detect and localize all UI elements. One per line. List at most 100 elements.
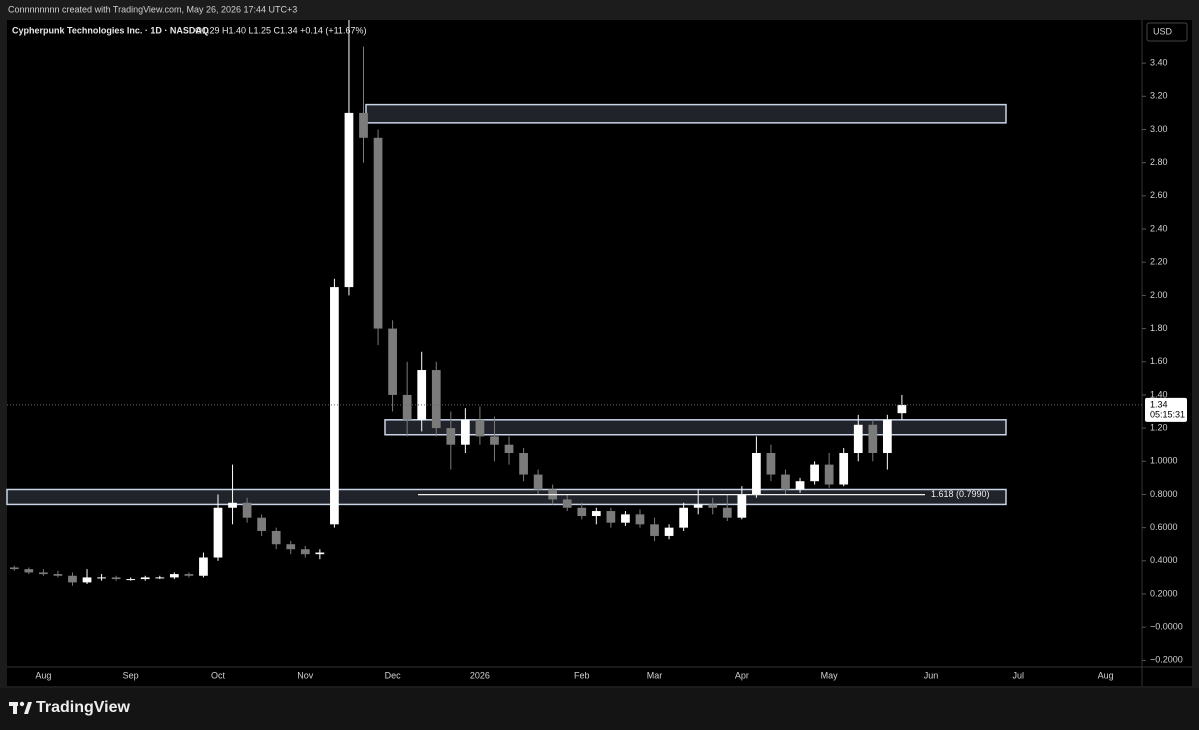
candle-body (228, 502, 237, 508)
candle-body (140, 577, 150, 580)
candle-body (853, 424, 863, 453)
last-price-box (1145, 397, 1187, 422)
y-tick-label: −0.2000 (1150, 655, 1183, 665)
currency[interactable]: USD (1153, 26, 1173, 36)
y-tick-label: 3.40 (1150, 58, 1168, 68)
x-tick-label: Aug (1098, 670, 1114, 680)
candle-body (897, 404, 907, 414)
candle-body (169, 574, 179, 578)
y-tick-label: 2.40 (1150, 223, 1168, 233)
candle-body (24, 569, 34, 573)
candle-body (766, 452, 776, 475)
candle-body (606, 511, 616, 523)
logo (9, 701, 32, 714)
ohlc: O1.29 H1.40 L1.25 C1.34 +0.14 (+11.67%) (195, 25, 366, 35)
candle-body (839, 452, 849, 485)
watermark: Connnnnnnn created with TradingView.com,… (8, 4, 297, 14)
y-tick-label: 1.80 (1150, 323, 1168, 333)
candle-body (635, 514, 645, 525)
y-tick-label: 1.60 (1150, 356, 1168, 366)
candle-body (402, 394, 412, 420)
countdown: 05:15:31 (1150, 409, 1185, 419)
candle-body (621, 514, 630, 523)
logo-mark (13, 702, 17, 714)
candle-body (126, 579, 136, 581)
candle-body (868, 424, 878, 453)
x-tick-label: Aug (35, 670, 51, 680)
candle-body (708, 504, 718, 508)
candle-body (490, 436, 499, 445)
brand: TradingView (36, 699, 131, 716)
x-tick-label: Jun (924, 670, 939, 680)
y-tick-label: 0.8000 (1150, 489, 1178, 499)
candle-body (257, 517, 267, 531)
y-tick-label: 0.2000 (1150, 588, 1178, 598)
x-tick-label: Dec (385, 670, 402, 680)
x-tick-label: Oct (211, 670, 226, 680)
y-tick-label: 1.20 (1150, 422, 1168, 432)
footer-bg (0, 688, 1199, 730)
candle-body (795, 481, 805, 490)
y-tick-label: −0.0000 (1150, 622, 1183, 632)
candle-body (664, 527, 674, 536)
candle-body (155, 577, 165, 579)
last-price-label: 1.34 (1150, 399, 1168, 409)
candle-body (242, 502, 252, 518)
candle-body (737, 494, 747, 518)
candle-body (286, 544, 296, 550)
candle-body (562, 499, 572, 508)
candle-body (882, 419, 892, 453)
candle-body (504, 444, 514, 453)
candle-body (315, 552, 325, 555)
x-tick-label: May (821, 670, 839, 680)
zone (6, 488, 1007, 506)
candle-body (693, 504, 703, 508)
y-tick-label: 0.6000 (1150, 522, 1178, 532)
fib-label: 1.618 (0.7990) (931, 489, 990, 499)
candle-body (199, 557, 208, 576)
candle-body (679, 507, 688, 528)
x-tick-label: Mar (647, 670, 663, 680)
y-tick-label: 3.00 (1150, 124, 1168, 134)
candle-body (577, 507, 587, 517)
candle-body (39, 572, 48, 575)
x-tick-label: Apr (735, 670, 749, 680)
candle-body (271, 530, 281, 545)
candle-body (475, 419, 485, 437)
candle-body (97, 577, 106, 579)
symbol: Cypherpunk Technologies Inc. · 1D · NASD… (12, 25, 209, 35)
candle-body (359, 112, 368, 138)
currency-button[interactable] (1146, 22, 1188, 42)
y-tick-label: 3.20 (1150, 91, 1168, 101)
candle-body (344, 112, 354, 288)
candle-body (446, 428, 456, 445)
y-tick-label: 2.20 (1150, 257, 1168, 267)
zone (384, 419, 1007, 436)
y-tick-label: 1.0000 (1150, 456, 1178, 466)
y-tick-label: 2.00 (1150, 290, 1168, 300)
y-tick-label: 2.60 (1150, 190, 1168, 200)
x-tick-label: 2026 (470, 670, 490, 680)
logo-mark (19, 701, 25, 707)
candle-body (722, 507, 732, 518)
x-tick-label: Nov (297, 670, 314, 680)
candle-body (461, 419, 470, 445)
x-tick-label: Feb (574, 670, 590, 680)
candle-body (810, 464, 819, 482)
candle-body (519, 452, 528, 475)
zone (365, 103, 1007, 124)
candle-body (330, 287, 339, 525)
candle-body (781, 474, 790, 490)
y-tick-label: 2.80 (1150, 157, 1168, 167)
y-tick-label: 1.40 (1150, 389, 1168, 399)
candle-body (752, 452, 761, 495)
candle-body (417, 370, 427, 420)
candle-body (68, 575, 77, 583)
candle-body (373, 137, 383, 329)
candle-body (591, 511, 601, 517)
x-tick-label: Sep (123, 670, 139, 680)
candle-body (300, 549, 310, 555)
x-tick-label: Jul (1013, 670, 1025, 680)
